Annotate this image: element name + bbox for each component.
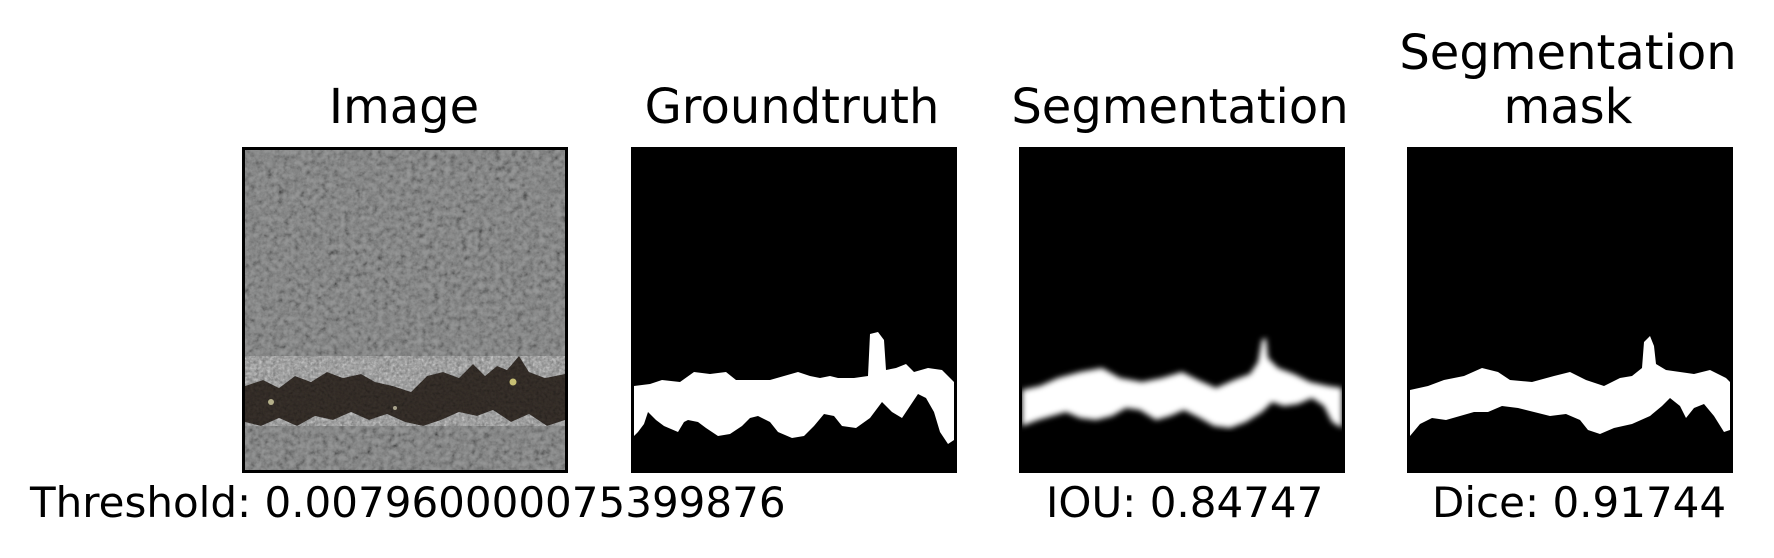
groundtruth-panel-title: Groundtruth bbox=[644, 79, 940, 135]
image-panel-title: Image bbox=[328, 79, 480, 135]
groundtruth-mask bbox=[634, 332, 954, 444]
segmentation-output-panel bbox=[1019, 147, 1345, 473]
crack-region bbox=[245, 356, 565, 426]
segmentation-binary-mask bbox=[1410, 336, 1730, 436]
asphalt-crack-image bbox=[245, 150, 565, 470]
input-image-panel bbox=[242, 147, 568, 473]
iou-caption: IOU: 0.84747 bbox=[1046, 478, 1324, 527]
dice-caption: Dice: 0.91744 bbox=[1432, 478, 1727, 527]
segmentation-mask-panel bbox=[1407, 147, 1733, 473]
segmentation-panel-title: Segmentation bbox=[1011, 79, 1349, 135]
threshold-caption: Threshold: 0.007960000075399876 bbox=[30, 478, 786, 527]
groundtruth-mask-panel bbox=[631, 147, 957, 473]
segmentation-mask-panel-title: Segmentation mask bbox=[1399, 25, 1737, 135]
segmentation-soft-output bbox=[1022, 338, 1342, 428]
